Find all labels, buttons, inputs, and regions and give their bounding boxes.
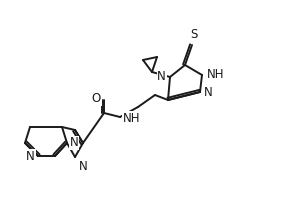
Text: S: S [190,28,198,41]
Text: N: N [79,160,88,173]
Text: N: N [204,86,213,98]
Text: N: N [70,136,79,150]
Text: N: N [26,150,35,162]
Text: NH: NH [207,68,224,82]
Text: NH: NH [123,112,140,124]
Text: N: N [157,70,166,82]
Text: O: O [92,92,101,106]
